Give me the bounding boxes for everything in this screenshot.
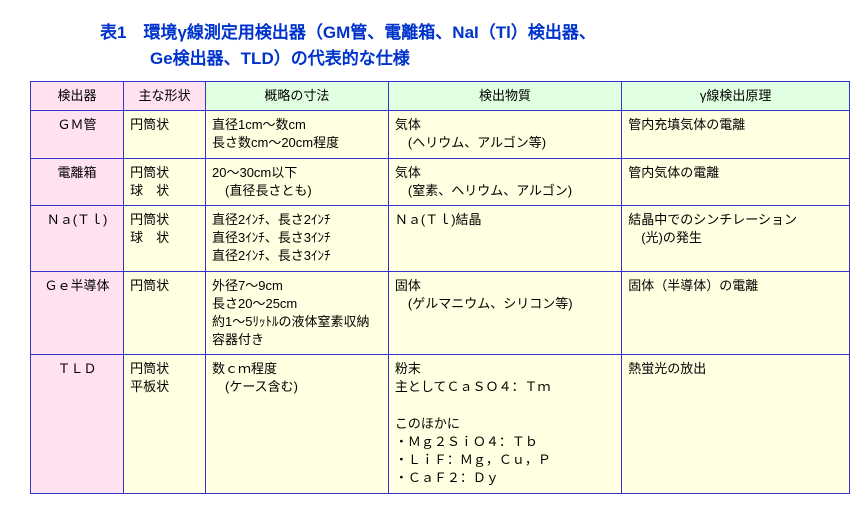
cell-detector: ＴＬＤ xyxy=(31,355,124,493)
table-row: ＧＭ管円筒状直径1cm～数cm 長さ数cm～20cm程度気体 (ヘリウム、アルゴ… xyxy=(31,111,850,158)
cell-principle: 固体（半導体）の電離 xyxy=(622,271,850,355)
cell-substance: 気体 (ヘリウム、アルゴン等) xyxy=(388,111,621,158)
cell-principle: 管内気体の電離 xyxy=(622,158,850,205)
cell-shape: 円筒状 球 状 xyxy=(124,158,206,205)
table-row: Ｎａ(Ｔｌ)円筒状 球 状直径2ｲﾝﾁ、長さ2ｲﾝﾁ 直径3ｲﾝﾁ、長さ3ｲﾝﾁ… xyxy=(31,205,850,271)
cell-substance: Ｎａ(Ｔｌ)結晶 xyxy=(388,205,621,271)
cell-shape: 円筒状 平板状 xyxy=(124,355,206,493)
cell-dimensions: 直径1cm～数cm 長さ数cm～20cm程度 xyxy=(206,111,389,158)
cell-dimensions: 直径2ｲﾝﾁ、長さ2ｲﾝﾁ 直径3ｲﾝﾁ、長さ3ｲﾝﾁ 直径2ｲﾝﾁ、長さ3ｲﾝ… xyxy=(206,205,389,271)
table-row: 電離箱円筒状 球 状20～30cm以下 (直径長さとも)気体 (窒素、ヘリウム、… xyxy=(31,158,850,205)
cell-principle: 結晶中でのシンチレーション (光)の発生 xyxy=(622,205,850,271)
cell-principle: 管内充填気体の電離 xyxy=(622,111,850,158)
title-line1: 表1 環境γ線測定用検出器（GM管、電離箱、NaI（Tl）検出器、 xyxy=(100,23,596,42)
table-body: ＧＭ管円筒状直径1cm～数cm 長さ数cm～20cm程度気体 (ヘリウム、アルゴ… xyxy=(31,111,850,493)
table-row: ＴＬＤ円筒状 平板状数ｃｍ程度 (ケース含む)粉末 主としてＣａＳＯ４：Ｔｍ こ… xyxy=(31,355,850,493)
table-title: 表1 環境γ線測定用検出器（GM管、電離箱、NaI（Tl）検出器、 Ge検出器、… xyxy=(20,20,840,71)
cell-detector: Ｇｅ半導体 xyxy=(31,271,124,355)
cell-dimensions: 20～30cm以下 (直径長さとも) xyxy=(206,158,389,205)
table-row: Ｇｅ半導体円筒状外径7～9cm 長さ20～25cm 約1～5ﾘｯﾄﾙの液体窒素収… xyxy=(31,271,850,355)
title-line2: Ge検出器、TLD）の代表的な仕様 xyxy=(100,49,410,68)
header-shape: 主な形状 xyxy=(124,82,206,111)
table-header-row: 検出器 主な形状 概略の寸法 検出物質 γ線検出原理 xyxy=(31,82,850,111)
cell-principle: 熱蛍光の放出 xyxy=(622,355,850,493)
cell-detector: Ｎａ(Ｔｌ) xyxy=(31,205,124,271)
header-principle: γ線検出原理 xyxy=(622,82,850,111)
cell-substance: 固体 (ゲルマニウム、シリコン等) xyxy=(388,271,621,355)
cell-shape: 円筒状 xyxy=(124,111,206,158)
cell-dimensions: 外径7～9cm 長さ20～25cm 約1～5ﾘｯﾄﾙの液体窒素収納容器付き xyxy=(206,271,389,355)
cell-substance: 気体 (窒素、ヘリウム、アルゴン) xyxy=(388,158,621,205)
cell-shape: 円筒状 球 状 xyxy=(124,205,206,271)
cell-shape: 円筒状 xyxy=(124,271,206,355)
cell-dimensions: 数ｃｍ程度 (ケース含む) xyxy=(206,355,389,493)
header-detector: 検出器 xyxy=(31,82,124,111)
cell-substance: 粉末 主としてＣａＳＯ４：Ｔｍ このほかに ・Ｍｇ２ＳｉＯ４：Ｔｂ ・ＬｉＦ：Ｍ… xyxy=(388,355,621,493)
header-dimensions: 概略の寸法 xyxy=(206,82,389,111)
cell-detector: ＧＭ管 xyxy=(31,111,124,158)
header-substance: 検出物質 xyxy=(388,82,621,111)
detector-table: 検出器 主な形状 概略の寸法 検出物質 γ線検出原理 ＧＭ管円筒状直径1cm～数… xyxy=(30,81,850,494)
cell-detector: 電離箱 xyxy=(31,158,124,205)
